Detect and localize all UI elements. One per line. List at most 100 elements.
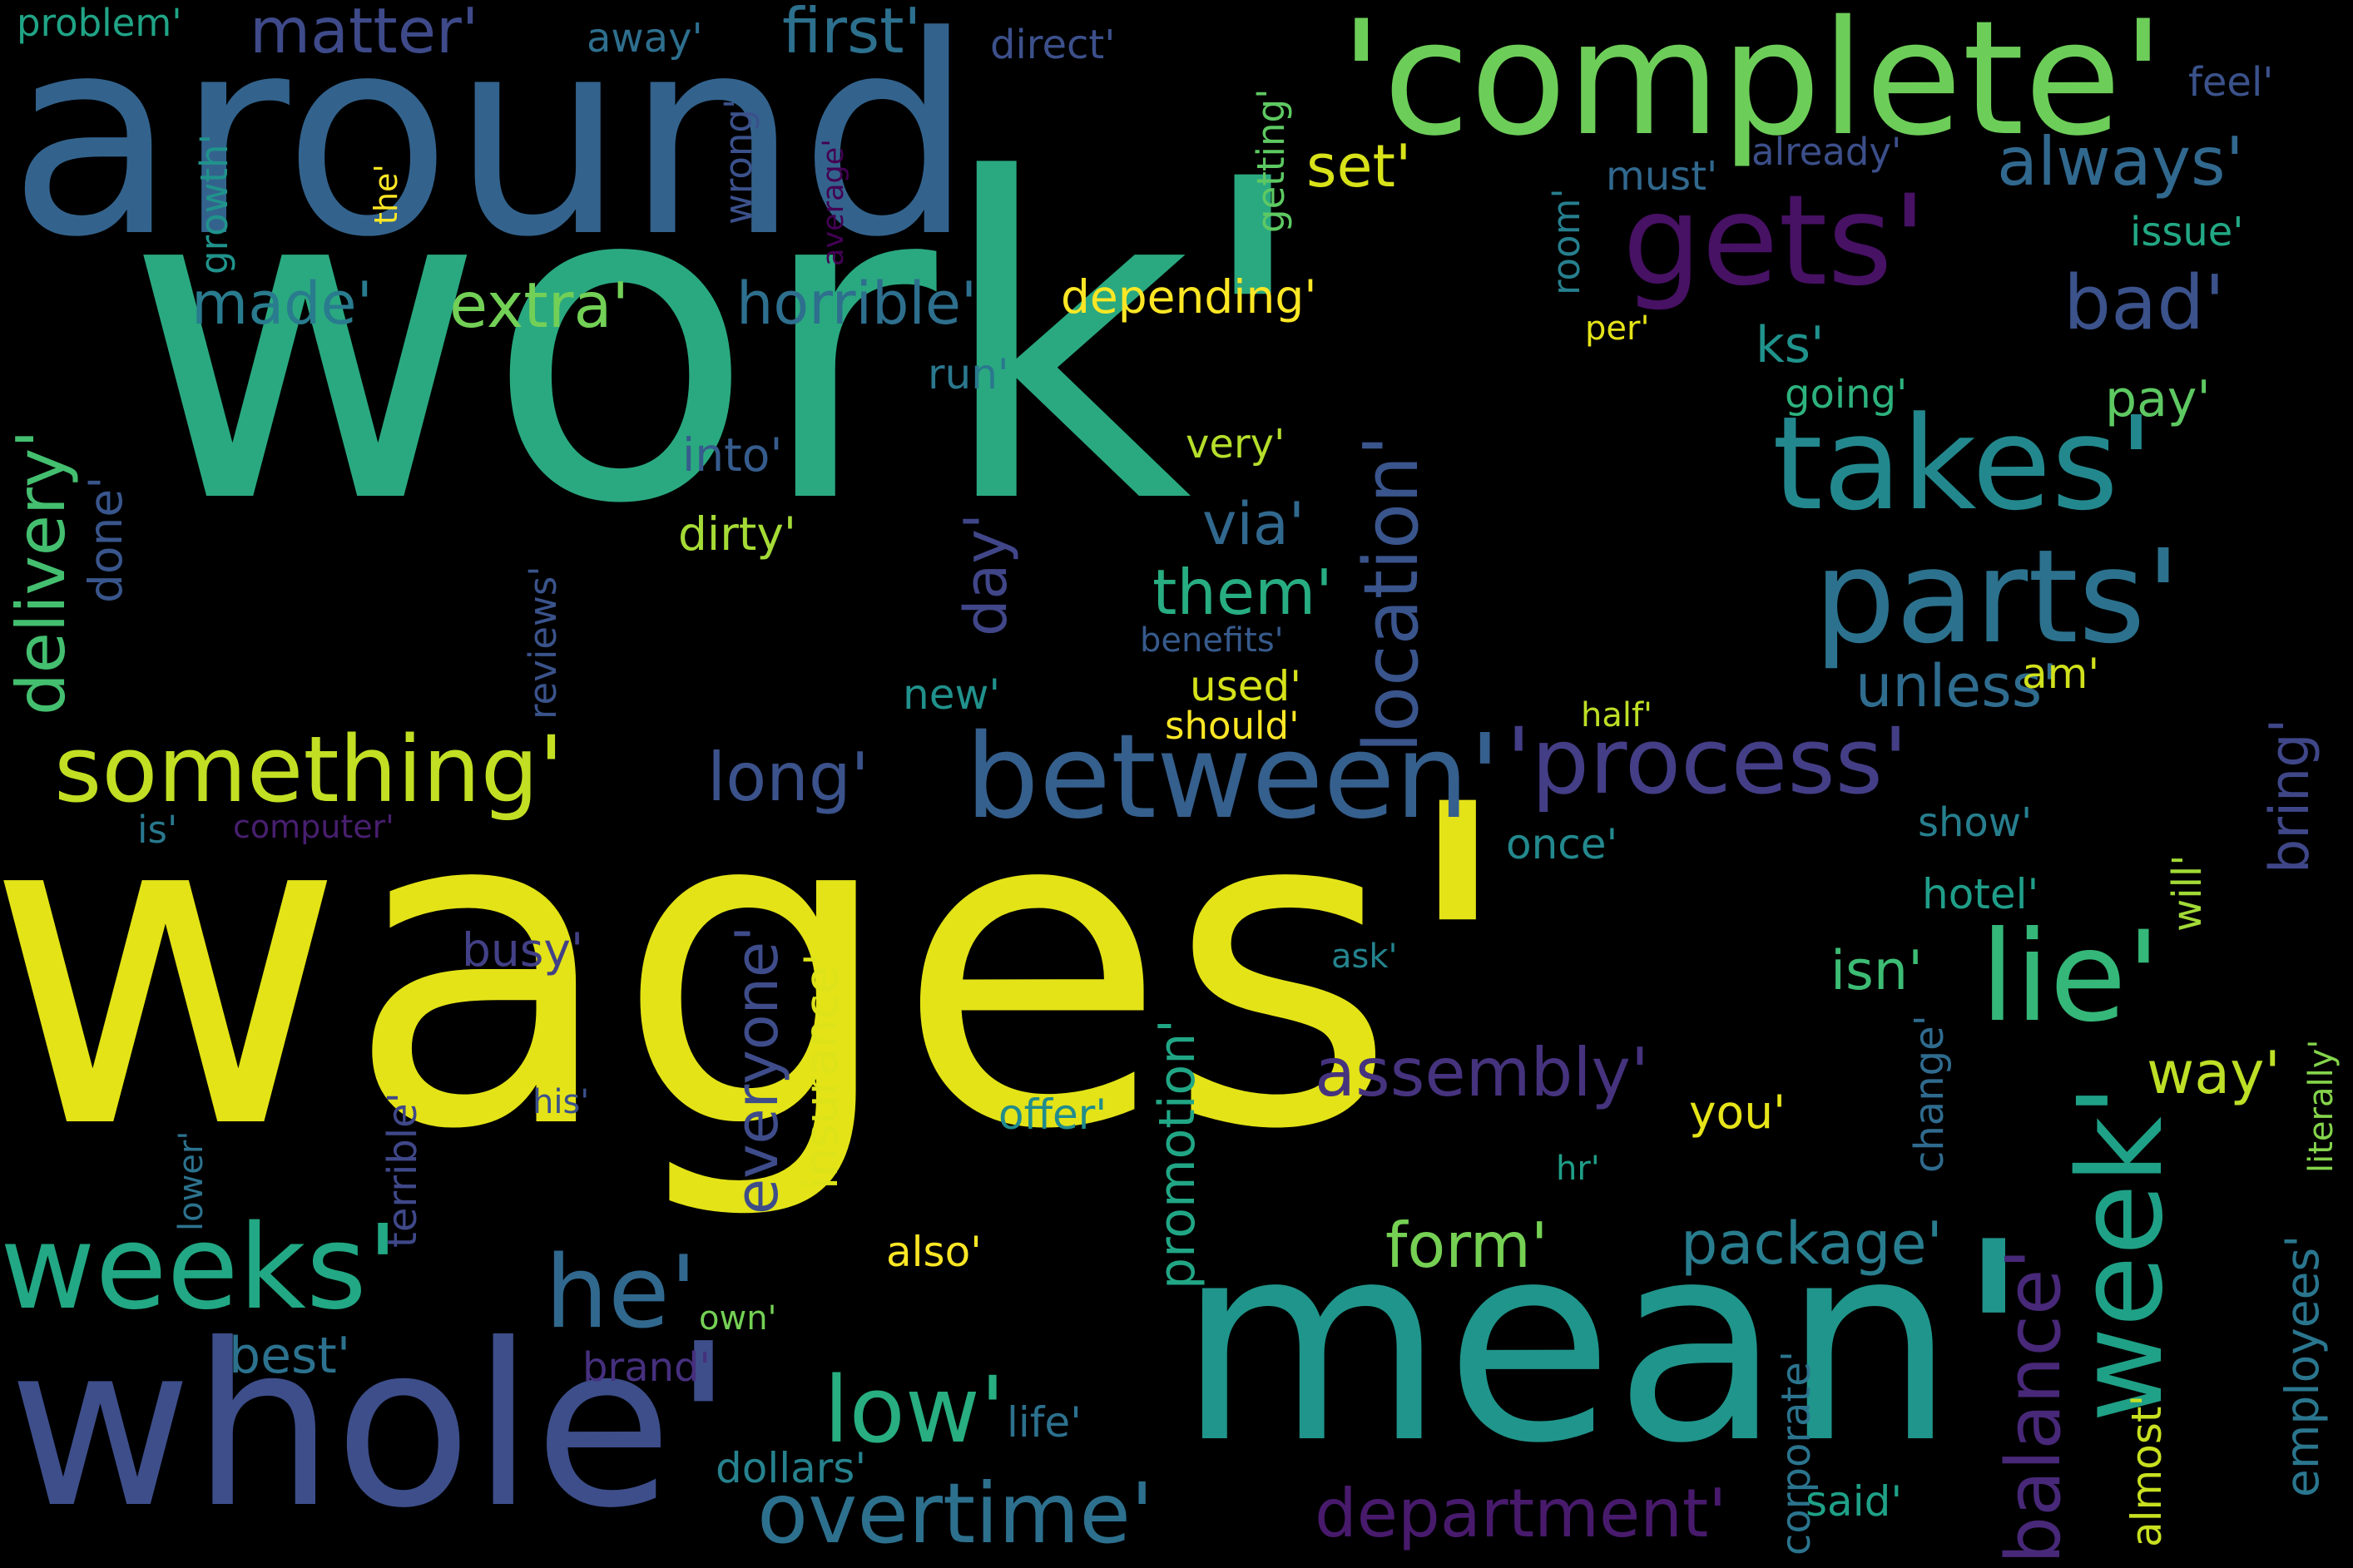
word-should: should' <box>1165 704 1300 748</box>
word-balance-vertical: balance' <box>1990 1248 2078 1564</box>
word-wrong-vertical: wrong' <box>716 98 760 225</box>
word-mean: mean' <box>1177 1184 2032 1503</box>
word-his: his' <box>533 1083 590 1121</box>
word-he: he' <box>545 1235 697 1351</box>
word-ask: ask' <box>1331 937 1398 976</box>
word-location-vertical: location' <box>1348 435 1435 753</box>
word-said: said' <box>1806 1477 1903 1526</box>
word-per: per' <box>1585 309 1650 348</box>
word-am: am' <box>2022 650 2100 698</box>
word-own: own' <box>699 1299 777 1338</box>
word-day-vertical: day' <box>952 513 1020 636</box>
word-away: away' <box>587 15 703 62</box>
word-offer: offer' <box>998 1091 1107 1139</box>
word-the-vertical: the' <box>368 164 404 225</box>
word-bad: bad' <box>2063 260 2226 347</box>
word-done-vertical: done' <box>79 476 132 603</box>
word-employees-vertical: employees' <box>2276 1234 2329 1497</box>
word-package: package' <box>1681 1209 1943 1278</box>
word-matter: matter' <box>250 0 479 67</box>
word-complete: 'complete' <box>1340 0 2165 171</box>
word-between: between' <box>965 710 1501 845</box>
word-delivery-vertical: delivery' <box>2 429 80 715</box>
word-extra: extra' <box>449 269 630 342</box>
word-around: around <box>8 0 974 297</box>
word-into: into' <box>682 428 783 482</box>
word-life: life' <box>1007 1398 1082 1447</box>
word-brand: brand' <box>582 1344 711 1391</box>
word-process: 'process' <box>1506 708 1909 814</box>
word-low: low' <box>824 1357 1006 1463</box>
word-dirty: dirty' <box>678 507 797 561</box>
word-unless: unless' <box>1855 652 2058 720</box>
word-long: long' <box>707 739 869 816</box>
word-promotion-vertical: promotion' <box>1148 1019 1206 1289</box>
word-change-vertical: change' <box>1906 1015 1953 1173</box>
word-must: must' <box>1606 153 1718 200</box>
word-made: made' <box>191 270 373 338</box>
word-average-vertical: average' <box>817 139 850 266</box>
word-used: used' <box>1190 662 1301 710</box>
word-always: always' <box>1997 123 2244 200</box>
word-very: very' <box>1186 421 1285 467</box>
word-problem: problem' <box>17 1 182 45</box>
word-set: set' <box>1306 132 1412 200</box>
word-pay: pay' <box>2105 370 2211 428</box>
word-bring-vertical: bring' <box>2259 718 2321 873</box>
word-hotel: hotel' <box>1922 870 2039 918</box>
word-form: form' <box>1385 1209 1548 1282</box>
word-lower-vertical: lower' <box>172 1130 211 1231</box>
word-show: show' <box>1918 799 2033 846</box>
word-via: via' <box>1202 490 1305 558</box>
word-whole: whole' <box>8 1295 735 1557</box>
word-dollars: dollars' <box>716 1444 867 1492</box>
word-way: way' <box>2147 1039 2281 1107</box>
word-going: going' <box>1785 371 1908 418</box>
word-will-vertical: will' <box>2164 854 2211 932</box>
word-already: already' <box>1751 130 1902 174</box>
word-ks: ks' <box>1756 316 1825 374</box>
word-almost-vertical: almost' <box>2123 1394 2171 1547</box>
word-best: best' <box>229 1327 351 1385</box>
word-them: them' <box>1152 556 1333 629</box>
word-half: half' <box>1581 696 1653 735</box>
word-takes: takes' <box>1772 388 2154 539</box>
word-work: work' <box>125 87 1314 600</box>
word-room-vertical: room' <box>1544 188 1588 295</box>
word-horrible: horrible' <box>736 270 978 338</box>
word-busy: busy' <box>462 923 584 977</box>
word-you: you' <box>1689 1086 1786 1139</box>
word-something: something' <box>54 716 564 823</box>
word-run: run' <box>928 350 1009 398</box>
word-is: is' <box>137 808 178 852</box>
word-growth-vertical: growth' <box>192 134 236 275</box>
word-computer: computer' <box>233 809 394 845</box>
word-assembly: assembly' <box>1315 1034 1649 1111</box>
word-getting-vertical: getting' <box>1249 88 1293 234</box>
word-everyone-vertical: everyone' <box>723 925 791 1214</box>
word-terrible-vertical: terrible' <box>379 1092 426 1248</box>
word-reviews-vertical: reviews' <box>521 566 565 720</box>
word-once: once' <box>1506 820 1618 868</box>
word-new: new' <box>903 670 1001 719</box>
word-gets: gets' <box>1622 169 1927 314</box>
word-weeks: weeks' <box>0 1200 399 1336</box>
word-week-vertical: week' <box>2053 1084 2189 1422</box>
word-feel: feel' <box>2188 59 2274 106</box>
word-literally-vertical: literally' <box>2302 1039 2341 1173</box>
word-isn: isn' <box>1830 940 1923 1002</box>
word-benefits: benefits' <box>1140 621 1284 660</box>
word-lie: lie' <box>1980 905 2161 1050</box>
word-depending: depending' <box>1061 270 1317 324</box>
word-department: department' <box>1315 1475 1727 1552</box>
word-also: also' <box>886 1228 982 1276</box>
word-direct: direct' <box>990 22 1116 68</box>
word-first: first' <box>782 0 922 67</box>
word-wages: wages' <box>0 712 1518 1225</box>
word-hr: hr' <box>1556 1150 1600 1188</box>
word-overtime: overtime' <box>757 1465 1154 1562</box>
word-insurance-vertical: insurance' <box>795 952 848 1190</box>
word-parts: parts' <box>1814 522 2182 672</box>
word-issue: issue' <box>2130 209 2244 255</box>
